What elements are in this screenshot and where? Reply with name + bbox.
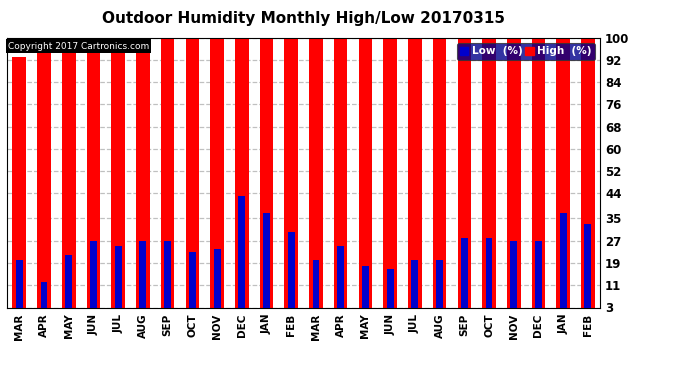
Bar: [461, 238, 468, 316]
Bar: [259, 38, 273, 316]
Bar: [87, 38, 100, 316]
Bar: [337, 246, 344, 316]
Bar: [139, 241, 146, 316]
Bar: [532, 38, 545, 316]
Bar: [284, 38, 298, 316]
Bar: [482, 38, 496, 316]
Bar: [457, 38, 471, 316]
Bar: [189, 252, 196, 316]
Bar: [210, 38, 224, 316]
Bar: [560, 213, 566, 316]
Bar: [556, 38, 570, 316]
Bar: [214, 249, 221, 316]
Bar: [411, 260, 418, 316]
Text: Outdoor Humidity Monthly High/Low 20170315: Outdoor Humidity Monthly High/Low 201703…: [102, 11, 505, 26]
Bar: [507, 38, 520, 316]
Bar: [486, 238, 493, 316]
Text: Copyright 2017 Cartronics.com: Copyright 2017 Cartronics.com: [8, 42, 149, 51]
Bar: [12, 57, 26, 316]
Bar: [511, 241, 518, 316]
Bar: [581, 38, 595, 316]
Bar: [313, 260, 319, 316]
Bar: [37, 38, 51, 316]
Bar: [111, 38, 125, 316]
Bar: [386, 268, 393, 316]
Bar: [535, 241, 542, 316]
Bar: [309, 38, 323, 316]
Bar: [384, 38, 397, 316]
Bar: [115, 246, 121, 316]
Bar: [433, 38, 446, 316]
Bar: [90, 241, 97, 316]
Bar: [41, 282, 48, 316]
Legend: Low  (%), High  (%): Low (%), High (%): [457, 43, 595, 60]
Bar: [359, 38, 372, 316]
Bar: [263, 213, 270, 316]
Bar: [62, 38, 75, 316]
Bar: [408, 38, 422, 316]
Bar: [161, 38, 175, 316]
Bar: [164, 241, 171, 316]
Bar: [235, 38, 248, 316]
Bar: [288, 232, 295, 316]
Bar: [362, 266, 369, 316]
Bar: [238, 196, 245, 316]
Bar: [16, 260, 23, 316]
Bar: [66, 255, 72, 316]
Bar: [136, 38, 150, 316]
Bar: [334, 38, 348, 316]
Bar: [436, 260, 443, 316]
Bar: [186, 38, 199, 316]
Bar: [584, 224, 591, 316]
